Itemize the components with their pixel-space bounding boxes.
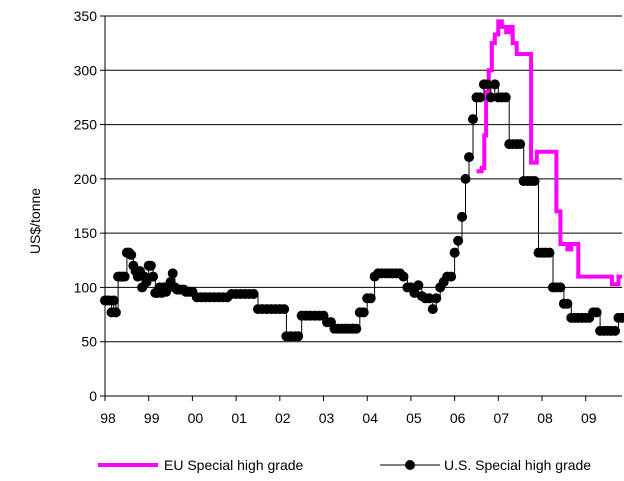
data-point	[544, 247, 555, 258]
data-point	[485, 92, 496, 103]
x-tick-label: 04	[362, 410, 378, 426]
y-tick-label: 250	[74, 117, 98, 133]
data-point	[431, 293, 442, 304]
data-point	[141, 277, 152, 287]
data-point	[449, 247, 460, 258]
x-tick-label: 05	[406, 410, 422, 426]
data-point	[467, 114, 478, 125]
data-point	[610, 325, 621, 336]
data-point	[555, 282, 566, 293]
data-point	[446, 271, 457, 282]
series-1	[100, 79, 624, 342]
series-0	[476, 19, 622, 287]
data-point	[591, 307, 602, 318]
data-point	[358, 307, 369, 318]
x-tick-label: 08	[537, 410, 553, 426]
data-point	[500, 92, 511, 103]
x-tick-label: 00	[188, 410, 204, 426]
data-point	[529, 176, 540, 187]
x-tick-label: 09	[581, 410, 597, 426]
data-point	[489, 79, 500, 90]
data-point	[126, 249, 137, 260]
x-tick-label: 02	[275, 410, 291, 426]
y-axis-label: US$/tonne	[27, 188, 43, 254]
data-point	[398, 271, 409, 282]
data-point	[119, 271, 130, 282]
data-point	[351, 323, 362, 334]
x-tick-labels: 98 99 00 01 02 03 04 05 06 07 08 09	[100, 410, 597, 426]
x-tick-label: 98	[100, 410, 116, 426]
y-tick-label: 350	[74, 8, 98, 24]
data-point	[453, 235, 464, 246]
data-point	[424, 293, 435, 304]
data-point	[457, 211, 468, 222]
data-point	[427, 304, 438, 315]
series-layer	[100, 19, 624, 342]
series-line-0	[476, 19, 622, 287]
legend-marker	[405, 460, 415, 470]
x-tick-label: 99	[144, 410, 160, 426]
data-point	[413, 280, 424, 291]
data-point	[482, 79, 493, 90]
data-point	[474, 92, 485, 103]
y-tick-label: 100	[74, 279, 98, 295]
data-point	[365, 293, 376, 304]
y-tick-label: 200	[74, 171, 98, 187]
x-tick-label: 07	[494, 410, 510, 426]
data-point	[148, 271, 159, 282]
legend-item-0: EU Special high grade	[98, 457, 304, 473]
y-tick-label: 300	[74, 62, 98, 78]
axes	[100, 15, 622, 401]
x-tick-label: 06	[450, 410, 466, 426]
data-point	[279, 304, 290, 315]
data-point	[515, 139, 526, 150]
data-point	[293, 331, 304, 342]
legend-item-1: U.S. Special high grade	[380, 457, 591, 473]
x-tick-label: 03	[319, 410, 335, 426]
data-point	[460, 173, 471, 184]
y-tick-label: 0	[89, 388, 97, 404]
data-point	[167, 268, 178, 279]
y-tick-label: 150	[74, 225, 98, 241]
data-point	[617, 312, 624, 323]
legend-label: EU Special high grade	[164, 457, 304, 473]
data-point	[108, 295, 119, 306]
data-point	[110, 307, 121, 318]
data-point	[562, 298, 573, 309]
data-point	[464, 152, 475, 163]
data-point	[145, 260, 156, 271]
y-tick-labels: 0 50 100 150 200 250 300 350	[74, 8, 98, 404]
x-tick-label: 01	[231, 410, 247, 426]
y-tick-label: 50	[81, 334, 97, 350]
legend-label: U.S. Special high grade	[444, 457, 591, 473]
legend: EU Special high grade U.S. Special high g…	[98, 457, 591, 473]
data-point	[248, 288, 259, 299]
